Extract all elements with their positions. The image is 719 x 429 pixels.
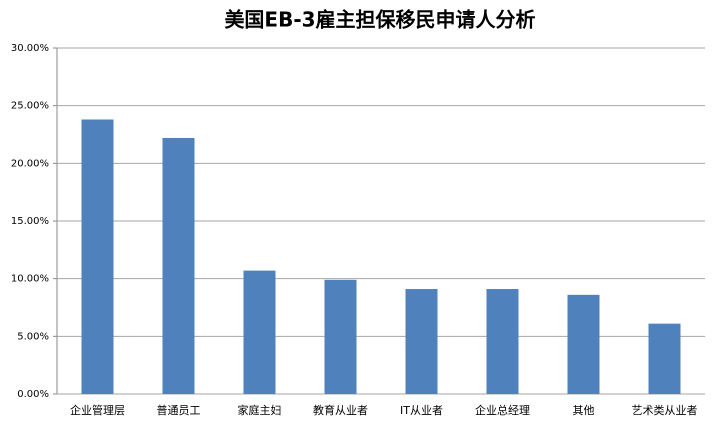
x-tick-label: 企业管理层: [70, 403, 125, 417]
x-tick-label: 普通员工: [157, 403, 201, 417]
x-tick-label: 企业总经理: [475, 403, 530, 417]
bar: [243, 270, 276, 394]
bar: [324, 279, 357, 394]
x-tick-label: 艺术类从业者: [632, 403, 698, 417]
bar: [486, 289, 519, 394]
y-tick-label: 30.00%: [11, 43, 49, 54]
x-tick-label: IT从业者: [400, 404, 443, 417]
x-tick-label: 家庭主妇: [238, 403, 282, 417]
bar: [648, 323, 681, 394]
bar: [162, 137, 195, 394]
y-tick-label: 5.00%: [17, 331, 49, 342]
y-tick-label: 15.00%: [11, 216, 49, 227]
bar: [567, 294, 600, 394]
x-tick-label: 教育从业者: [313, 403, 368, 417]
y-tick-label: 10.00%: [11, 274, 49, 285]
bar: [81, 119, 114, 395]
y-tick-label: 0.00%: [17, 389, 49, 400]
bar: [405, 289, 438, 394]
chart-title: 美国EB-3雇主担保移民申请人分析: [224, 8, 535, 32]
y-tick-label: 25.00%: [11, 101, 49, 112]
y-tick-label: 20.00%: [11, 158, 49, 169]
x-tick-label: 其他: [573, 404, 595, 417]
